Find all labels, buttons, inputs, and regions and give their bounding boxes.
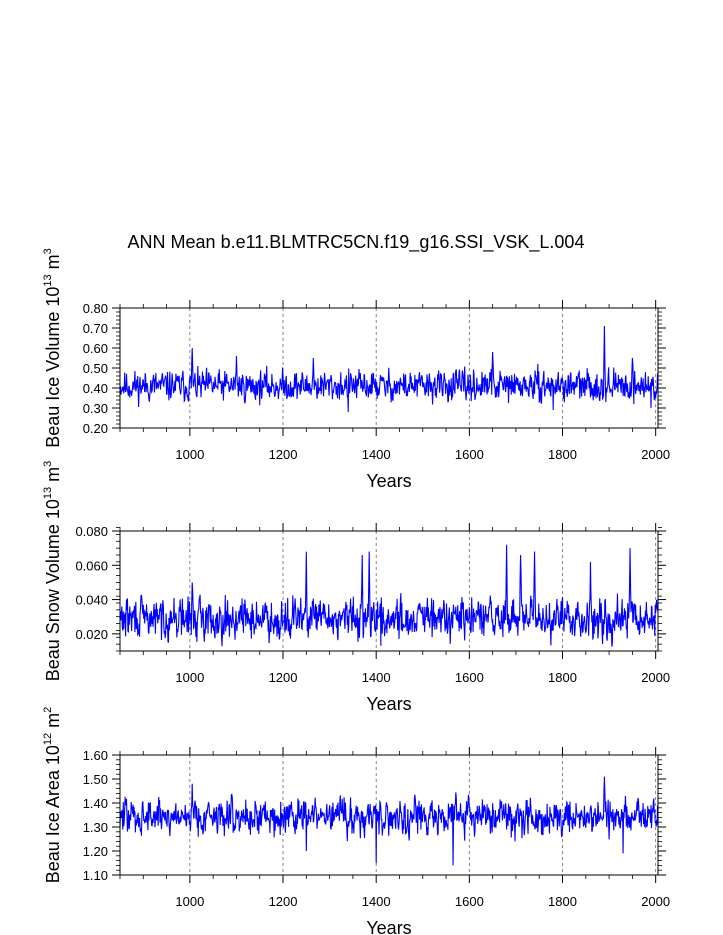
ice-area-plot-frame: [119, 754, 659, 876]
ice-area-xtick-label-1600: 1600: [455, 894, 484, 909]
panel-snow-volume: 1000 1200 1400 1600 1800 2000 0.020 0.040 0.060 0…: [42, 461, 670, 714]
ice-volume-series-line: [120, 325, 658, 413]
ice-volume-ylabel: Beau Ice Volume 1013 m3: [42, 248, 63, 448]
ice-volume-xlabel: Years: [366, 471, 411, 491]
ice-volume-ytick-label-0.20: 0.20: [83, 421, 108, 436]
snow-volume-ylabel: Beau Snow Volume 1013 m3: [42, 461, 63, 682]
snow-volume-ytick-label-0.040: 0.040: [75, 593, 108, 608]
ice-volume-xtick-label-1400: 1400: [362, 447, 391, 462]
chart-title: ANN Mean b.e11.BLMTRC5CN.f19_g16.SSI_VSK…: [128, 232, 585, 253]
snow-volume-xlabel: Years: [366, 694, 411, 714]
ice-area-ytick-label-1.60: 1.60: [83, 748, 108, 763]
chart-panels: 1000 1200 1400 1600 1800 2000 0.20 0.30 0.40 0.50…: [42, 248, 670, 935]
ice-area-ytick-label-1.50: 1.50: [83, 772, 108, 787]
ice-volume-ytick-label-0.70: 0.70: [83, 321, 108, 336]
snow-volume-ytick-label-0.060: 0.060: [75, 558, 108, 573]
ice-area-xlabel: Years: [366, 918, 411, 935]
ice-volume-ytick-label-0.60: 0.60: [83, 341, 108, 356]
ice-area-xtick-label-1800: 1800: [548, 894, 577, 909]
panel-ice-area: 1000 1200 1400 1600 1800 2000 1.10 1.20 1.30 1.40…: [42, 707, 670, 935]
snow-volume-xtick-label-1400: 1400: [362, 670, 391, 685]
ice-area-ylabel: Beau Ice Area 1012 m2: [42, 707, 63, 883]
ice-area-xtick-label-1400: 1400: [362, 894, 391, 909]
ice-area-ytick-label-1.20: 1.20: [83, 844, 108, 859]
snow-volume-ytick-label-0.020: 0.020: [75, 627, 108, 642]
snow-volume-xtick-label-1000: 1000: [175, 670, 204, 685]
ice-volume-xtick-label-2000: 2000: [641, 447, 670, 462]
ice-area-xtick-label-1000: 1000: [175, 894, 204, 909]
ice-area-ytick-label-1.10: 1.10: [83, 868, 108, 883]
snow-volume-ytick-label-0.080: 0.080: [75, 524, 108, 539]
ice-area-xtick-label-2000: 2000: [641, 894, 670, 909]
ice-volume-xtick-label-1600: 1600: [455, 447, 484, 462]
ice-volume-xtick-label-1800: 1800: [548, 447, 577, 462]
ice-area-ytick-label-1.30: 1.30: [83, 820, 108, 835]
ice-volume-ytick-label-0.30: 0.30: [83, 401, 108, 416]
snow-volume-xtick-label-1200: 1200: [269, 670, 298, 685]
ice-volume-xtick-label-1000: 1000: [175, 447, 204, 462]
ice-area-ytick-label-1.40: 1.40: [83, 796, 108, 811]
ice-volume-ytick-label-0.80: 0.80: [83, 301, 108, 316]
ice-volume-ytick-label-0.40: 0.40: [83, 381, 108, 396]
panel-ice-volume: 1000 1200 1400 1600 1800 2000 0.20 0.30 0.40 0.50…: [42, 248, 670, 491]
ice-volume-ytick-label-0.50: 0.50: [83, 361, 108, 376]
ice-volume-xtick-label-1200: 1200: [269, 447, 298, 462]
snow-volume-xtick-label-1600: 1600: [455, 670, 484, 685]
snow-volume-plot-frame: [119, 530, 659, 652]
ice-area-xtick-label-1200: 1200: [269, 894, 298, 909]
ice-area-series-line: [120, 776, 658, 866]
snow-volume-xtick-label-1800: 1800: [548, 670, 577, 685]
snow-volume-xtick-label-2000: 2000: [641, 670, 670, 685]
snow-volume-series-line: [120, 544, 658, 647]
